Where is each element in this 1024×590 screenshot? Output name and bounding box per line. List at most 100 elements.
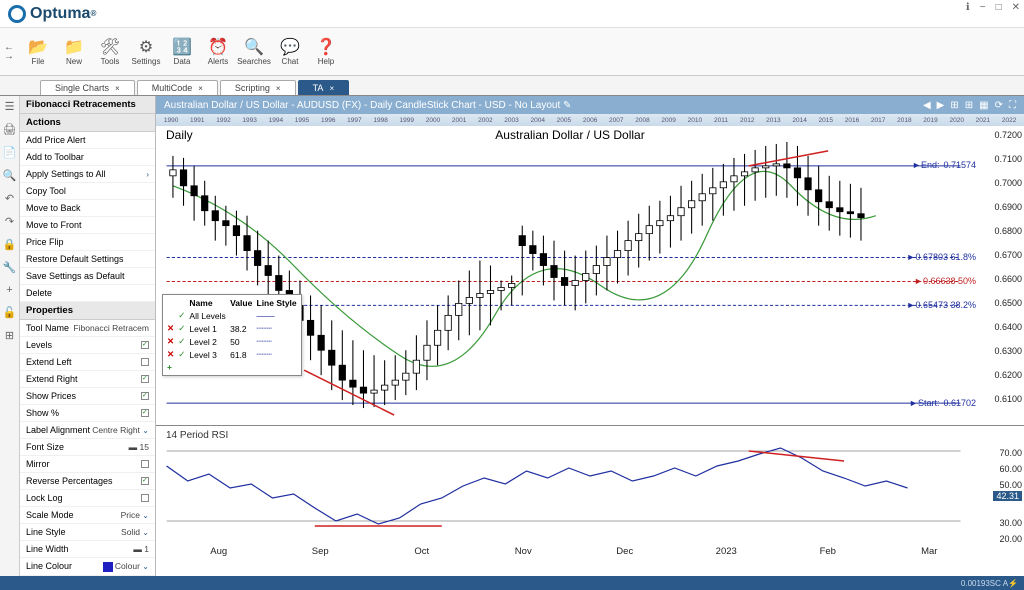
prop-tool-name[interactable]: Tool NameFibonacci Retracem: [20, 320, 155, 337]
chart-nav-icon[interactable]: ⊞: [965, 100, 973, 111]
tab-ta[interactable]: TA×: [298, 80, 350, 95]
tool-icon[interactable]: ☰: [5, 100, 15, 113]
close-icon[interactable]: ✕: [1012, 2, 1020, 13]
prop-label-alignment[interactable]: Label AlignmentCentre Right ⌄: [20, 422, 155, 439]
prop-line-colour[interactable]: Line ColourColour ⌄: [20, 558, 155, 576]
info-icon[interactable]: ℹ: [966, 2, 970, 13]
status-text: 0.00193SC A⚡: [961, 579, 1018, 588]
prop-line-style[interactable]: Line StyleSolid ⌄: [20, 524, 155, 541]
action-item[interactable]: Restore Default Settings: [20, 251, 155, 268]
tool-icon[interactable]: ⊞: [5, 329, 14, 342]
y-tick: 0.6800: [994, 226, 1022, 236]
fib-label: ►0.67803 61.8%: [907, 252, 976, 262]
menu-searches[interactable]: 🔍Searches: [236, 31, 272, 73]
chart-nav-icon[interactable]: ▶: [937, 100, 945, 111]
candle-chart[interactable]: 0.72000.71000.70000.69000.68000.67000.66…: [156, 126, 1024, 426]
x-tick: Aug: [168, 546, 270, 562]
main-area: ☰🖨📄🔍↶↷🔒🔧+🔓⊞ Fibonacci Retracements Actio…: [0, 96, 1024, 576]
menu-help[interactable]: ❓Help: [308, 31, 344, 73]
fib-levels-popup[interactable]: NameValueLine Style✓All Levels───✕✓Level…: [162, 294, 302, 376]
properties-header: Properties: [20, 302, 155, 320]
fib-label: ►Start:0.61702: [909, 398, 976, 408]
chart-title-text: Australian Dollar / US Dollar - AUDUSD (…: [164, 100, 571, 111]
y-tick: 0.6600: [994, 274, 1022, 284]
prop-lock-log[interactable]: Lock Log: [20, 490, 155, 507]
year-timeline[interactable]: 1990199119921993199419951996199719981999…: [156, 114, 1024, 126]
app-logo: Optuma ®: [8, 5, 96, 23]
tab-single-charts[interactable]: Single Charts×: [40, 80, 135, 95]
menubar: ← → 📂File📁New🛠Tools⚙Settings🔢Data⏰Alerts…: [0, 28, 1024, 76]
prop-scale-mode[interactable]: Scale ModePrice ⌄: [20, 507, 155, 524]
tool-icon[interactable]: 🔍: [3, 169, 17, 182]
tabbar: Single Charts×MultiCode×Scripting×TA×: [0, 76, 1024, 96]
menu-new[interactable]: 📁New: [56, 31, 92, 73]
action-item[interactable]: Delete: [20, 285, 155, 302]
window-controls: ℹ − □ ✕: [966, 2, 1020, 13]
x-tick: Dec: [574, 546, 676, 562]
chart-nav-icon[interactable]: ▦: [979, 100, 988, 111]
fwd-arrow[interactable]: →: [4, 52, 14, 61]
rsi-chart[interactable]: 14 Period RSI 70.0060.0050.0042.3130.002…: [156, 426, 1024, 546]
tool-icon[interactable]: 🔓: [3, 306, 17, 319]
logo-icon: [8, 5, 26, 23]
prop-reverse-percentages[interactable]: Reverse Percentages: [20, 473, 155, 490]
x-tick: Feb: [777, 546, 879, 562]
menu-alerts[interactable]: ⏰Alerts: [200, 31, 236, 73]
prop-extend-left[interactable]: Extend Left: [20, 354, 155, 371]
action-item[interactable]: Copy Tool: [20, 183, 155, 200]
y-tick: 0.6400: [994, 322, 1022, 332]
tab-multicode[interactable]: MultiCode×: [137, 80, 218, 95]
action-item[interactable]: Add Price Alert: [20, 132, 155, 149]
chart-nav-icon[interactable]: ⟳: [995, 100, 1003, 111]
y-tick: 0.6100: [994, 394, 1022, 404]
action-item[interactable]: Move to Front: [20, 217, 155, 234]
chart-area: Australian Dollar / US Dollar - AUDUSD (…: [156, 96, 1024, 576]
action-item[interactable]: Apply Settings to All›: [20, 166, 155, 183]
prop-show-%[interactable]: Show %: [20, 405, 155, 422]
tool-icon[interactable]: +: [6, 284, 12, 296]
y-tick: 0.6700: [994, 250, 1022, 260]
menu-settings[interactable]: ⚙Settings: [128, 31, 164, 73]
prop-font-size[interactable]: Font Size▬ 15: [20, 439, 155, 456]
action-item[interactable]: Price Flip: [20, 234, 155, 251]
fib-label: ►End:0.71574: [912, 160, 976, 170]
prop-show-prices[interactable]: Show Prices: [20, 388, 155, 405]
action-item[interactable]: Save Settings as Default: [20, 268, 155, 285]
y-tick: 0.7100: [994, 154, 1022, 164]
menu-chat[interactable]: 💬Chat: [272, 31, 308, 73]
maximize-icon[interactable]: □: [996, 2, 1002, 13]
tool-icon[interactable]: ↷: [5, 215, 14, 228]
minimize-icon[interactable]: −: [980, 2, 986, 13]
chart-nav-icon[interactable]: ◀: [923, 100, 931, 111]
rsi-y-tick: 70.00: [999, 448, 1022, 458]
rsi-y-tick: 42.31: [993, 491, 1022, 501]
tool-icon[interactable]: 🔒: [3, 238, 17, 251]
menu-file[interactable]: 📂File: [20, 31, 56, 73]
menu-tools[interactable]: 🛠Tools: [92, 31, 128, 73]
y-tick: 0.6200: [994, 370, 1022, 380]
titlebar: Optuma ® ℹ − □ ✕: [0, 0, 1024, 28]
chart-nav-icon[interactable]: ⛶: [1009, 100, 1016, 111]
rsi-y-tick: 50.00: [999, 480, 1022, 490]
chart-nav-icon[interactable]: ⊞: [950, 100, 958, 111]
tool-icon[interactable]: 🔧: [3, 261, 17, 274]
y-tick: 0.6500: [994, 298, 1022, 308]
fib-label: ►0.65473 38.2%: [907, 300, 976, 310]
rsi-y-tick: 60.00: [999, 464, 1022, 474]
fib-label: ►0.66638 50%: [914, 276, 976, 286]
rsi-y-tick: 20.00: [999, 534, 1022, 544]
y-tick: 0.7200: [994, 130, 1022, 140]
prop-line-width[interactable]: Line Width▬ 1: [20, 541, 155, 558]
tool-icon[interactable]: ↶: [5, 192, 14, 205]
menu-data[interactable]: 🔢Data: [164, 31, 200, 73]
action-item[interactable]: Add to Toolbar: [20, 149, 155, 166]
prop-mirror[interactable]: Mirror: [20, 456, 155, 473]
tab-scripting[interactable]: Scripting×: [220, 80, 296, 95]
prop-extend-right[interactable]: Extend Right: [20, 371, 155, 388]
action-item[interactable]: Move to Back: [20, 200, 155, 217]
status-bar: 0.00193SC A⚡: [0, 576, 1024, 590]
tool-icon[interactable]: 📄: [3, 146, 17, 159]
x-tick: Sep: [270, 546, 372, 562]
prop-levels[interactable]: Levels: [20, 337, 155, 354]
tool-icon[interactable]: 🖨: [3, 123, 17, 136]
